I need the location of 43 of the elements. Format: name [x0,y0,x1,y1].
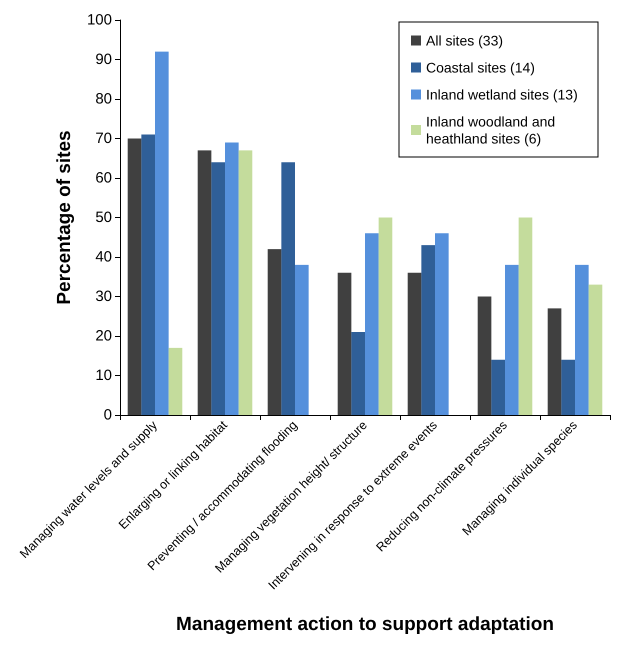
y-tick-label: 100 [86,12,112,28]
bar [351,332,365,415]
y-tick-label: 80 [95,90,112,108]
bar [198,150,212,415]
legend-label: Coastal sites (14) [426,60,535,76]
bar [561,360,575,415]
bar [238,150,252,415]
y-tick-label: 10 [95,367,112,384]
bar [518,218,532,415]
bar [268,249,282,415]
bar [505,264,519,415]
bar [168,348,182,415]
legend-label: Inland woodland and heathland sites (6) [426,114,560,146]
bar [421,245,435,415]
bar [128,138,142,415]
bar [365,233,379,415]
y-tick-label: 90 [95,51,112,68]
bar [588,284,602,415]
x-axis-title: Management action to support adaptation [176,614,554,635]
y-tick-label: 30 [95,288,112,305]
bar [435,233,449,415]
bar [408,272,422,415]
bar [378,218,392,415]
bar [575,264,589,415]
y-tick-label: 60 [95,170,112,186]
bar [225,142,239,415]
y-tick-label: 70 [95,130,112,147]
bar [478,296,492,415]
y-axis-title: Percentage of sites [54,130,75,305]
bar [211,162,225,415]
bar [491,360,505,415]
y-tick-label: 50 [95,209,112,226]
y-tick-label: 20 [95,328,112,344]
legend-label: All sites (33) [426,32,504,48]
bar [155,52,169,415]
bar [281,162,295,415]
bar [338,272,352,415]
bar [548,308,562,415]
y-tick-label: 40 [95,248,112,266]
y-tick-label: 0 [104,406,112,424]
bar [295,264,309,415]
bar [141,134,155,415]
legend-label: Inland wetland sites (13) [426,86,578,102]
